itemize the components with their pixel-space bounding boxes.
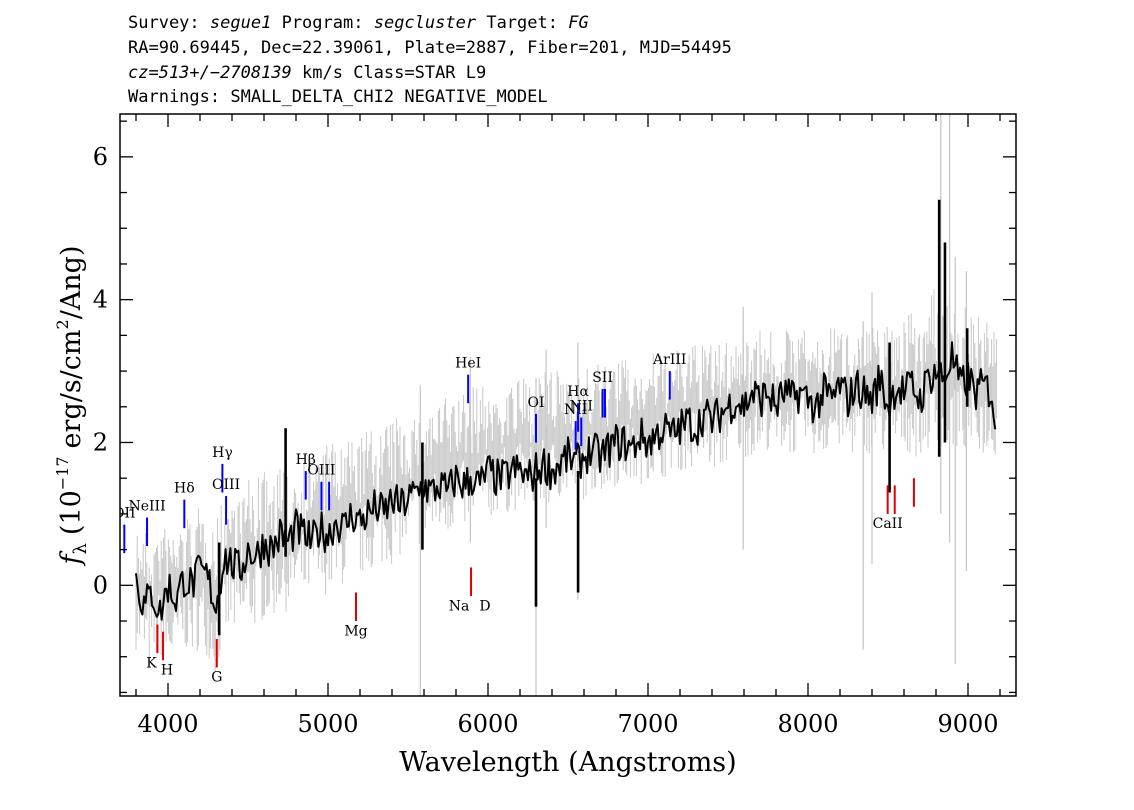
header-line-3: cz=513+/−2708139 km/s Class=STAR L9 <box>128 63 486 83</box>
emission-label-6: OIII <box>307 463 335 479</box>
absorption-label-4: Na <box>449 598 470 614</box>
y-tick-label: 0 <box>93 571 108 599</box>
flux-line <box>135 341 997 621</box>
header-line-4: Warnings: SMALL_DELTA_CHI2 NEGATIVE_MODE… <box>128 87 548 107</box>
y-tick-label: 4 <box>93 286 108 314</box>
emission-label-11: Hα <box>567 384 589 400</box>
series-layer <box>135 114 997 696</box>
emission-label-8: HeI <box>455 356 481 372</box>
emission-label-2: Hδ <box>174 480 195 496</box>
y-axis-label: fλ(10−17erg/s/cm2/Ang) <box>53 245 91 566</box>
absorption-label-5: D <box>479 598 490 614</box>
plot-frame <box>119 113 1017 697</box>
header: Survey: segue1 Program: segcluster Targe… <box>128 13 732 107</box>
emission-label-15: ArIII <box>652 352 686 368</box>
tick-labels: 4000 5000 6000 7000 8000 9000 0 2 4 6 <box>93 143 999 738</box>
absorption-label-2: G <box>211 670 222 686</box>
emission-label-9: OI <box>527 395 544 411</box>
x-tick-label: 6000 <box>457 710 518 738</box>
emission-label-10: NII <box>564 402 587 418</box>
emission-label-3: Hγ <box>212 445 233 461</box>
header-line-1: Survey: segue1 Program: segcluster Targe… <box>128 13 589 33</box>
emission-label-0: OII <box>113 505 136 521</box>
x-tick-label: 4000 <box>137 710 198 738</box>
axis-ticks <box>120 114 1016 696</box>
x-tick-label: 5000 <box>297 710 358 738</box>
x-tick-label: 8000 <box>777 710 838 738</box>
emission-label-4: OIII <box>212 477 240 493</box>
absorption-label-1: H <box>161 663 173 679</box>
emission-label-1: NeIII <box>128 498 165 514</box>
absorption-label-3: Mg <box>344 623 367 639</box>
x-axis-label: Wavelength (Angstroms) <box>399 747 736 778</box>
emission-label-5: Hβ <box>296 452 316 468</box>
absorption-label-0: K <box>146 655 157 671</box>
absorption-label-6: CaII <box>873 516 903 532</box>
x-tick-label: 7000 <box>617 710 678 738</box>
x-tick-label: 9000 <box>937 710 998 738</box>
emission-label-12: NII <box>570 398 593 414</box>
header-line-2: RA=90.69445, Dec=22.39061, Plate=2887, F… <box>128 38 732 58</box>
error-band <box>135 289 997 672</box>
y-tick-label: 6 <box>93 143 108 171</box>
emission-label-13: SII <box>592 370 613 386</box>
y-tick-label: 2 <box>93 428 108 456</box>
